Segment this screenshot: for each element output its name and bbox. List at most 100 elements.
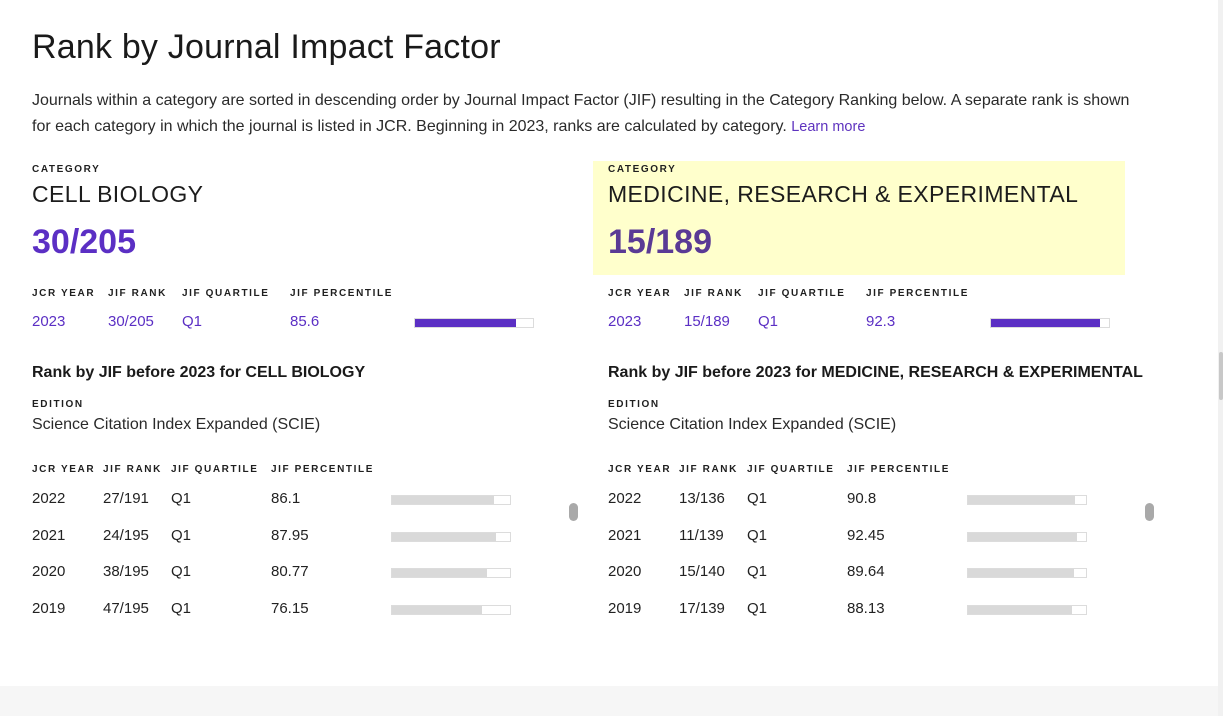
history-year: 2020 <box>32 563 66 580</box>
current-rank: 30/205 <box>108 313 154 330</box>
history-scroll-thumb[interactable] <box>569 503 578 521</box>
current-year: 2023 <box>32 313 66 330</box>
history-percentile: 92.45 <box>847 526 885 544</box>
history-row: 2020 15/140 Q1 89.64 <box>593 563 1113 587</box>
history-row: 2019 17/139 Q1 88.13 <box>593 600 1113 624</box>
col-header-jif-percentile: JIF PERCENTILE <box>271 464 374 475</box>
history-row: 2022 13/136 Q1 90.8 <box>593 490 1113 514</box>
history-year: 2019 <box>32 599 66 617</box>
category-column: CATEGORY MEDICINE, RESEARCH & EXPERIMENTA… <box>593 0 1154 716</box>
history-year: 2020 <box>608 563 642 580</box>
footer-band <box>0 686 1223 716</box>
history-quartile: Q1 <box>171 526 192 544</box>
history-rank: 15/140 <box>679 563 725 580</box>
category-column: CATEGORY CELL BIOLOGY 30/205 JCR YEAR JIF RA… <box>32 0 578 716</box>
percentile-bar <box>990 318 1110 328</box>
col-header-jif-quartile: JIF QUARTILE <box>747 464 835 475</box>
history-percentile-bar <box>391 495 511 505</box>
history-year: 2021 <box>32 526 66 544</box>
history-quartile: Q1 <box>171 490 192 507</box>
history-row: 2022 27/191 Q1 86.1 <box>32 490 552 514</box>
history-percentile: 76.15 <box>271 599 309 617</box>
history-row: 2019 47/195 Q1 76.15 <box>32 600 552 624</box>
current-quartile: Q1 <box>182 313 203 330</box>
edition-value: Science Citation Index Expanded (SCIE) <box>32 416 321 433</box>
history-percentile-bar-fill <box>968 496 1076 504</box>
col-header-jif-rank: JIF RANK <box>103 464 162 475</box>
history-percentile: 89.64 <box>847 563 885 580</box>
page-title: Rank by Journal Impact Factor <box>32 28 501 66</box>
history-percentile: 88.13 <box>847 599 885 617</box>
col-header-jcr-year: JCR YEAR <box>608 288 672 299</box>
history-percentile: 90.8 <box>847 490 877 507</box>
current-percentile: 85.6 <box>290 313 320 330</box>
history-row: 2021 11/139 Q1 92.45 <box>593 527 1113 551</box>
history-percentile-bar <box>967 568 1087 578</box>
col-header-jif-quartile: JIF QUARTILE <box>182 288 270 299</box>
edition-caption: EDITION <box>608 399 660 410</box>
history-percentile: 87.95 <box>271 526 309 544</box>
history-percentile-bar-fill <box>968 569 1074 577</box>
percentile-bar-fill <box>991 319 1100 327</box>
history-year: 2019 <box>608 599 642 617</box>
col-header-jif-rank: JIF RANK <box>679 464 738 475</box>
history-quartile: Q1 <box>747 490 768 507</box>
history-quartile: Q1 <box>171 563 192 580</box>
percentile-bar <box>414 318 534 328</box>
intro-text: Journals within a category are sorted in… <box>32 88 1132 140</box>
history-percentile-bar <box>391 568 511 578</box>
current-rank: 15/189 <box>684 313 730 330</box>
history-percentile-bar <box>391 604 511 615</box>
category-caption: CATEGORY <box>32 164 101 175</box>
learn-more-link[interactable]: Learn more <box>791 119 866 135</box>
history-percentile-bar <box>391 531 511 542</box>
history-quartile: Q1 <box>747 526 768 544</box>
col-header-jif-quartile: JIF QUARTILE <box>758 288 846 299</box>
history-quartile: Q1 <box>747 563 768 580</box>
category-caption: CATEGORY <box>608 164 677 175</box>
category-name: CELL BIOLOGY <box>32 181 204 207</box>
history-quartile: Q1 <box>171 599 192 617</box>
category-name: MEDICINE, RESEARCH & EXPERIMENTAL <box>608 181 1079 207</box>
history-percentile-bar <box>967 495 1087 505</box>
history-rank: 11/139 <box>679 526 724 544</box>
history-scroll-thumb[interactable] <box>1145 503 1154 521</box>
history-percentile-bar-fill <box>968 532 1078 541</box>
history-percentile-bar-fill <box>392 532 496 541</box>
col-header-jif-percentile: JIF PERCENTILE <box>847 464 950 475</box>
history-percentile-bar-fill <box>392 569 488 577</box>
category-highlight <box>593 161 1125 275</box>
col-header-jcr-year: JCR YEAR <box>32 464 96 475</box>
history-rank: 47/195 <box>103 599 149 617</box>
percentile-bar-fill <box>415 319 516 327</box>
history-row: 2021 24/195 Q1 87.95 <box>32 527 552 551</box>
history-rank: 13/136 <box>679 490 725 507</box>
current-quartile: Q1 <box>758 313 779 330</box>
category-rank: 30/205 <box>32 223 136 261</box>
history-year: 2021 <box>608 526 642 544</box>
history-percentile: 80.77 <box>271 563 309 580</box>
history-year: 2022 <box>608 490 642 507</box>
col-header-jcr-year: JCR YEAR <box>32 288 96 299</box>
history-title: Rank by JIF before 2023 for CELL BIOLOGY <box>32 364 366 381</box>
history-percentile-bar <box>967 604 1087 615</box>
history-percentile-bar-fill <box>968 605 1072 614</box>
col-header-jcr-year: JCR YEAR <box>608 464 672 475</box>
history-row: 2020 38/195 Q1 80.77 <box>32 563 552 587</box>
history-quartile: Q1 <box>747 599 768 617</box>
category-rank: 15/189 <box>608 223 712 261</box>
edition-value: Science Citation Index Expanded (SCIE) <box>608 416 897 433</box>
history-rank: 24/195 <box>103 526 149 544</box>
history-percentile-bar-fill <box>392 496 494 504</box>
history-percentile-bar <box>967 531 1087 542</box>
intro-paragraph: Journals within a category are sorted in… <box>32 92 1130 135</box>
history-percentile-bar-fill <box>392 605 482 614</box>
history-rank: 17/139 <box>679 599 725 617</box>
current-year: 2023 <box>608 313 642 330</box>
current-percentile: 92.3 <box>866 313 896 330</box>
col-header-jif-percentile: JIF PERCENTILE <box>866 288 969 299</box>
col-header-jif-quartile: JIF QUARTILE <box>171 464 259 475</box>
edition-caption: EDITION <box>32 399 84 410</box>
page-scrollbar-thumb[interactable] <box>1219 352 1223 400</box>
history-year: 2022 <box>32 490 66 507</box>
